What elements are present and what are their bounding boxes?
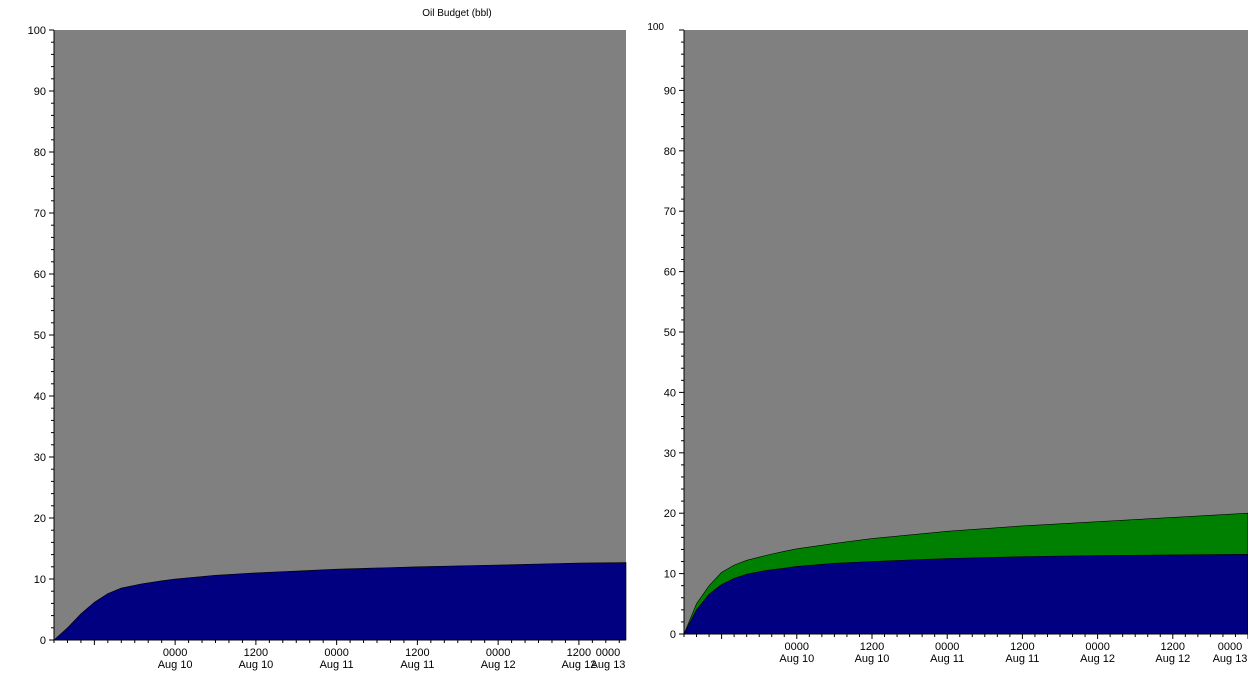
chart-top-label: 100 [647,22,664,33]
x-tick-label-time: 1200 [405,647,429,659]
x-tick-label-date: Aug 13 [1213,653,1248,665]
x-tick-label-date: Aug 11 [400,659,434,671]
chart-title: Oil Budget (bbl) [422,8,491,19]
y-tick-label: 50 [664,327,676,339]
x-tick-label-date: Aug 12 [481,659,516,671]
x-tick-label-date: Aug 10 [158,659,193,671]
x-tick-label-time: 1200 [860,641,884,653]
y-tick-label: 20 [34,513,46,525]
x-tick-label-time: 1200 [567,647,591,659]
x-tick-label-date: Aug 12 [1080,653,1115,665]
x-tick-label-time: 0000 [785,641,809,653]
y-tick-label: 10 [664,569,676,581]
x-tick-label-time: 1200 [1161,641,1185,653]
y-tick-label: 20 [664,508,676,520]
x-tick-label-time: 0000 [935,641,959,653]
y-tick-label: 80 [664,146,676,158]
y-tick-label: 40 [664,387,676,399]
y-tick-label: 0 [670,629,676,641]
x-tick-label-time: 0000 [163,647,187,659]
y-tick-label: 0 [40,635,46,647]
y-tick-label: 30 [664,448,676,460]
y-tick-label: 100 [28,25,46,37]
x-tick-label-time: 1200 [1010,641,1034,653]
x-tick-label-date: Aug 12 [561,659,596,671]
x-tick-label-time: 0000 [486,647,510,659]
y-tick-label: 10 [34,574,46,586]
y-tick-label: 70 [34,208,46,220]
x-tick-label-date: Aug 11 [1005,653,1039,665]
y-tick-label: 60 [34,269,46,281]
x-tick-label-time: 0000 [324,647,348,659]
x-tick-label-date: Aug 10 [779,653,814,665]
area-series-0 [53,562,627,641]
area-series-0 [683,553,1248,635]
x-tick-label-date: Aug 10 [238,659,273,671]
x-tick-label-time: 0000 [596,647,620,659]
x-tick-label-date: Aug 12 [1155,653,1190,665]
y-tick-label: 30 [34,452,46,464]
x-tick-label-time: 1200 [244,647,268,659]
y-tick-label: 60 [664,267,676,279]
plot-area [54,30,626,640]
x-tick-label-date: Aug 13 [591,659,626,671]
x-tick-label-date: Aug 11 [930,653,964,665]
x-tick-label-time: 0000 [1218,641,1242,653]
y-tick-label: 70 [664,206,676,218]
x-tick-label-time: 0000 [1085,641,1109,653]
x-tick-label-date: Aug 11 [320,659,354,671]
y-tick-label: 90 [664,85,676,97]
y-tick-label: 50 [34,330,46,342]
y-tick-label: 80 [34,147,46,159]
y-tick-label: 90 [34,86,46,98]
x-tick-label-date: Aug 10 [855,653,890,665]
y-tick-label: 40 [34,391,46,403]
